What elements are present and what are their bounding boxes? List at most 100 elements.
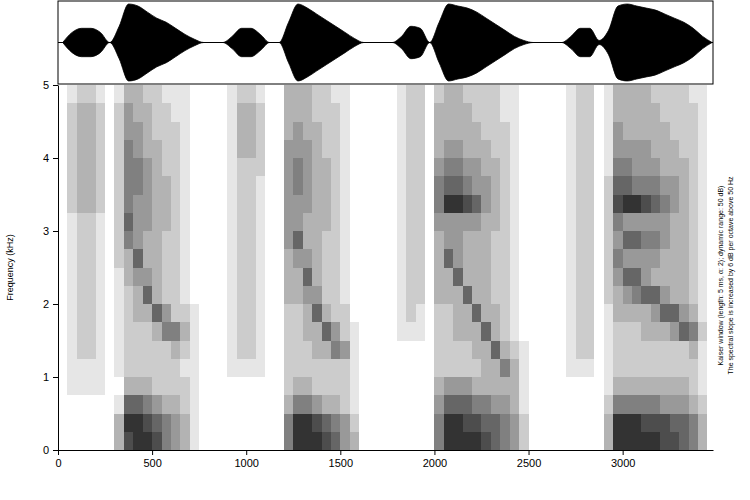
x-axis-tick-label: 2500 — [517, 457, 541, 469]
spectrogram-cell — [67, 432, 76, 450]
spectrogram-cell — [162, 341, 171, 359]
spectrogram-cell — [679, 414, 688, 432]
spectrogram-cell — [58, 122, 67, 140]
spectrogram-cell — [237, 85, 246, 103]
spectrogram-cell — [585, 85, 594, 103]
spectrogram-cell — [397, 195, 406, 213]
spectrogram-cell — [86, 249, 95, 267]
spectrogram-cell — [453, 268, 462, 286]
spectrogram-cell — [698, 176, 707, 194]
spectrogram-cell — [227, 85, 236, 103]
spectrogram-cell — [77, 103, 86, 121]
spectrogram-cell — [378, 432, 387, 450]
spectrogram-cell — [434, 122, 443, 140]
spectrogram-cell — [510, 268, 519, 286]
spectrogram-cell — [463, 414, 472, 432]
chart-svg: 050010001500200025003000012345Frequency … — [0, 0, 750, 500]
spectrogram-cell — [124, 103, 133, 121]
spectrogram-cell — [124, 286, 133, 304]
spectrogram-cell — [237, 377, 246, 395]
spectrogram-cell — [613, 103, 622, 121]
spectrogram-cell — [359, 249, 368, 267]
spectrogram-cell — [218, 231, 227, 249]
spectrogram-cell — [594, 103, 603, 121]
spectrogram-cell — [67, 122, 76, 140]
spectrogram-cell — [265, 268, 274, 286]
spectrogram-cell — [114, 341, 123, 359]
spectrogram-cell — [199, 176, 208, 194]
spectrogram-cell — [162, 195, 171, 213]
spectrogram-cell — [331, 158, 340, 176]
spectrogram-cell — [613, 122, 622, 140]
spectrogram-cell — [679, 140, 688, 158]
spectrogram-cell — [369, 322, 378, 340]
spectrogram-cell — [359, 122, 368, 140]
spectrogram-cell — [566, 195, 575, 213]
x-axis-tick: 2000 — [423, 450, 447, 469]
chart-container: 050010001500200025003000012345Frequency … — [0, 0, 750, 500]
spectrogram-cell — [303, 213, 312, 231]
spectrogram-cell — [623, 195, 632, 213]
spectrogram-cell — [444, 176, 453, 194]
waveform-area — [58, 4, 713, 81]
spectrogram-cell — [218, 322, 227, 340]
spectrogram-cell — [519, 359, 528, 377]
spectrogram-cell — [434, 414, 443, 432]
spectrogram-cell — [227, 322, 236, 340]
spectrogram-cell — [86, 213, 95, 231]
spectrogram-cell — [594, 286, 603, 304]
spectrogram-cell — [58, 341, 67, 359]
spectrogram-cell — [632, 268, 641, 286]
spectrogram-cell — [510, 231, 519, 249]
spectrogram-cell — [660, 122, 669, 140]
spectrogram-cell — [293, 322, 302, 340]
spectrogram-cell — [58, 268, 67, 286]
spectrogram-cell — [641, 341, 650, 359]
spectrogram-cell — [529, 249, 538, 267]
spectrogram-cell — [641, 249, 650, 267]
spectrogram-cell — [406, 103, 415, 121]
spectrogram-cell — [284, 304, 293, 322]
spectrogram-cell — [171, 377, 180, 395]
spectrogram-cell — [641, 195, 650, 213]
spectrogram-cell — [576, 304, 585, 322]
spectrogram-cell — [199, 432, 208, 450]
spectrogram-cell — [312, 432, 321, 450]
y-axis-tick-label: 2 — [43, 298, 49, 310]
spectrogram-cell — [406, 158, 415, 176]
spectrogram-cell — [265, 195, 274, 213]
spectrogram-cell — [209, 85, 218, 103]
spectrogram-cell — [265, 231, 274, 249]
spectrogram-cell — [623, 414, 632, 432]
spectrogram-cell — [369, 268, 378, 286]
spectrogram-cell — [378, 231, 387, 249]
spectrogram-cell — [576, 249, 585, 267]
spectrogram-cell — [114, 359, 123, 377]
spectrogram-cell — [444, 268, 453, 286]
spectrogram-cell — [632, 249, 641, 267]
spectrogram-cell — [397, 249, 406, 267]
spectrogram-cell — [481, 268, 490, 286]
spectrogram-cell — [124, 85, 133, 103]
spectrogram-cell — [190, 414, 199, 432]
spectrogram-cell — [152, 432, 161, 450]
spectrogram-cell — [387, 213, 396, 231]
spectrogram-cell — [689, 341, 698, 359]
spectrogram-cell — [529, 377, 538, 395]
spectrogram-cell — [651, 103, 660, 121]
spectrogram-cell — [481, 122, 490, 140]
spectrogram-cell — [265, 377, 274, 395]
spectrogram-cell — [557, 103, 566, 121]
spectrogram-cell — [284, 103, 293, 121]
spectrogram-cell — [566, 268, 575, 286]
spectrogram-cell — [331, 322, 340, 340]
spectrogram-cell — [199, 322, 208, 340]
spectrogram-cell — [623, 140, 632, 158]
spectrogram-cell — [105, 195, 114, 213]
spectrogram-cell — [707, 176, 713, 194]
spectrogram-cell — [632, 377, 641, 395]
spectrogram-cell — [660, 103, 669, 121]
spectrogram-cell — [623, 359, 632, 377]
spectrogram-cell — [77, 359, 86, 377]
spectrogram-cell — [453, 377, 462, 395]
